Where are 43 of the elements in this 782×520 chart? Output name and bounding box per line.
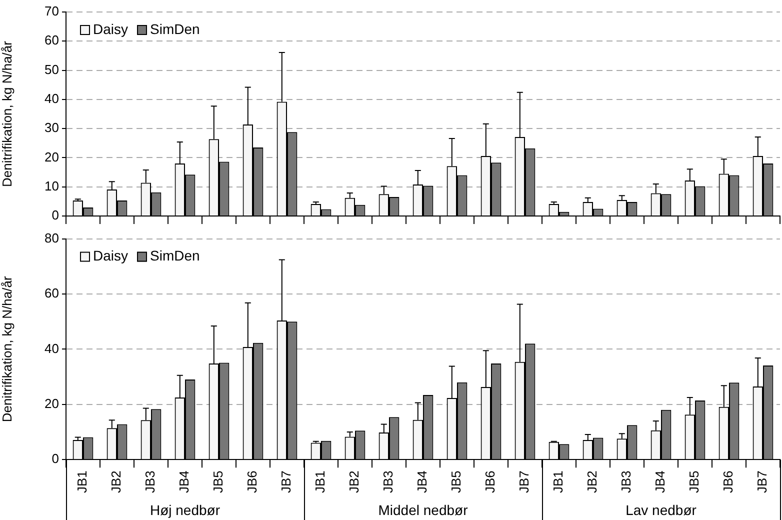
y-tick-label: 30 [44,120,59,136]
x-tick-label: JB1 [74,470,90,494]
x-tick-label: JB1 [550,470,566,494]
text: Lav nedbør [626,502,697,518]
legend-label: SimDen [150,20,200,37]
y-tick-label: 20 [44,396,59,411]
y-tick-label: 40 [44,340,59,356]
x-tick-label: JB2 [584,470,600,494]
y-tick-label: 80 [44,230,59,246]
x-tick-label: JB1 [312,470,328,494]
x-tick-label: JB3 [142,470,158,494]
y-axis-title: Denitrifikation, kg N/ha/år [0,40,14,187]
x-tick-label: JB5 [686,470,702,494]
x-tick-label: JB7 [516,470,532,494]
x-tick-label: JB4 [414,470,430,494]
y-axis-title: Denitrifikation, kg N/ha/år [0,276,14,422]
x-tick-label: JB5 [210,470,226,494]
x-tick-label: JB6 [482,470,498,494]
legend-label: Daisy [93,248,128,264]
y-tick-label: 50 [44,62,59,77]
y-tick-label: 0 [52,208,59,223]
y-tick-label: 20 [44,149,59,164]
x-tick-label: JB5 [448,470,464,494]
x-tick-label: JB3 [380,470,396,494]
x-tick-label: JB2 [346,470,362,494]
x-tick-label: JB6 [244,470,260,494]
x-tick-label: JB7 [278,470,294,494]
legend-label: SimDen [150,248,200,264]
text: Middel nedbør [378,502,468,518]
x-tick-label: JB7 [754,470,770,494]
y-tick-label: 60 [44,32,59,48]
x-tick-label: JB4 [652,470,668,494]
x-tick-label: JB3 [618,470,634,494]
legend-label: Daisy [93,20,128,37]
text: Høj nedbør [150,502,220,518]
y-tick-label: 0 [52,451,59,466]
y-tick-label: 70 [44,4,59,19]
y-tick-label: 40 [44,91,59,106]
x-tick-label: JB4 [176,470,192,494]
y-tick-label: 10 [44,178,59,194]
y-tick-label: 60 [44,286,59,301]
x-tick-label: JB6 [720,470,736,494]
x-tick-label: JB2 [108,470,124,494]
